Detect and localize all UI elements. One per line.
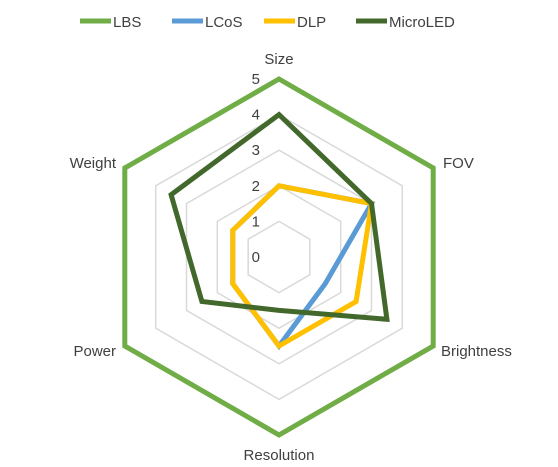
tick-label: 3	[252, 142, 260, 159]
legend-label-lcos: LCoS	[205, 14, 243, 31]
legend-label-dlp: DLP	[297, 14, 326, 31]
series-lbs-line	[122, 76, 436, 438]
grid-ring	[154, 113, 404, 401]
grid-ring	[124, 78, 434, 436]
tick-labels: 0 1 2 3 4 5	[252, 71, 260, 266]
tick-label: 2	[252, 178, 260, 195]
legend: LBS LCoS DLP MicroLED	[80, 14, 455, 31]
series-microled-line	[168, 111, 390, 323]
grid-ring	[216, 184, 342, 330]
legend-label-lbs: LBS	[113, 14, 141, 31]
axis-labels: Size FOV Brightness Resolution Power Weight	[70, 51, 512, 464]
axis-label-weight: Weight	[70, 155, 117, 172]
axis-label-resolution: Resolution	[244, 447, 315, 464]
tick-label: 0	[252, 249, 260, 266]
tick-label: 5	[252, 71, 260, 88]
radar-grid	[124, 78, 434, 436]
axis-label-fov: FOV	[443, 155, 474, 172]
tick-label: 4	[252, 107, 260, 124]
axis-label-power: Power	[73, 343, 116, 360]
tick-label: 1	[252, 213, 260, 230]
series-group	[122, 76, 436, 438]
grid-ring	[247, 220, 311, 294]
axis-label-size: Size	[264, 51, 293, 68]
grid-ring	[185, 149, 373, 365]
legend-label-microled: MicroLED	[389, 14, 455, 31]
axis-label-brightness: Brightness	[441, 343, 512, 360]
